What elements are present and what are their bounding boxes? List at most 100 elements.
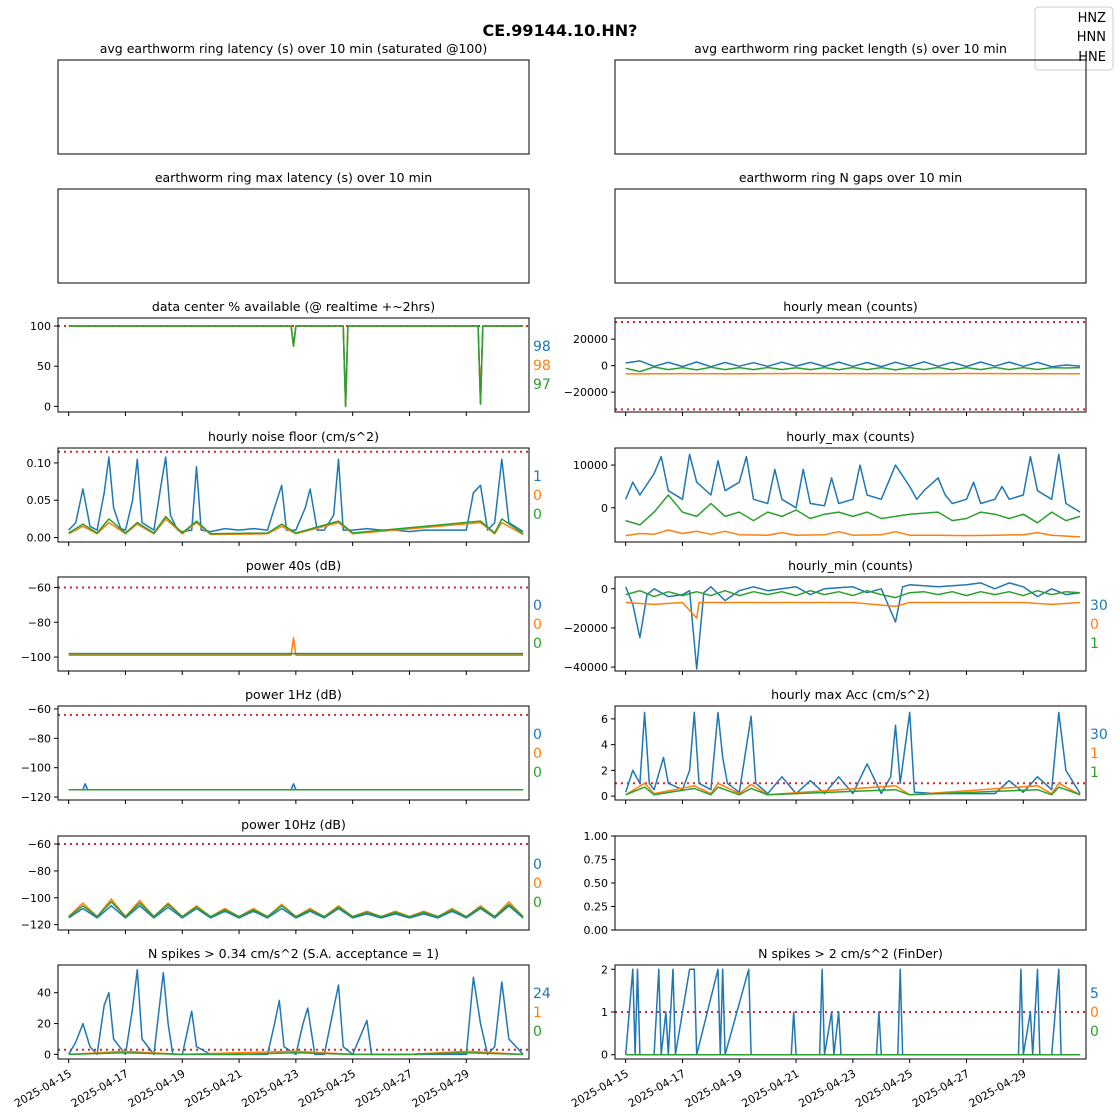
side-value-hnn: 0	[533, 488, 542, 504]
panel-p9: power 40s (dB) −100 −80 −60 0 0 0	[21, 558, 542, 675]
series-line-hne	[625, 366, 1081, 373]
series-line-hnz	[625, 360, 1081, 368]
panel-p6: hourly mean (counts) −20000 0 20000	[564, 299, 1087, 416]
series-line-hnn	[68, 637, 524, 657]
plot-frame	[614, 835, 1087, 931]
y-tick-label: −60	[28, 838, 51, 851]
series-line-hne	[625, 589, 1081, 599]
side-value-hne: 0	[533, 507, 542, 523]
legend-entry-hne: HNE	[1078, 50, 1106, 65]
plot-frame	[57, 188, 530, 284]
y-tick-label: −120	[21, 791, 51, 804]
y-tick-label: −60	[28, 581, 51, 594]
series-line-hne	[68, 325, 524, 408]
y-tick-label: 0	[44, 1048, 51, 1061]
side-value-hne: 97	[533, 377, 551, 393]
panel-p13: power 10Hz (dB) −120 −100 −80 −60 0 0 0	[21, 817, 542, 934]
panel-p4: earthworm ring N gaps over 10 min	[614, 170, 1087, 284]
y-tick-label: 0.75	[584, 854, 609, 867]
series-line-hnn	[68, 518, 524, 536]
plot-frame	[57, 964, 530, 1060]
plot-frame	[57, 317, 530, 413]
x-tick-label: 2025-04-23	[239, 1067, 301, 1110]
series-line-hne	[625, 494, 1081, 526]
series-line-hnn	[625, 529, 1081, 538]
legend-entry-hnn: HNN	[1077, 30, 1106, 45]
plot-frame	[614, 964, 1087, 1060]
y-tick-label: 0	[601, 790, 608, 803]
side-value-hne: 0	[1090, 1024, 1099, 1040]
panel-p2: avg earthworm ring packet length (s) ove…	[614, 41, 1087, 155]
panel-title: avg earthworm ring packet length (s) ove…	[694, 41, 1007, 56]
panel-title: hourly noise floor (cm/s^2)	[208, 429, 379, 444]
y-tick-label: −40000	[564, 661, 608, 674]
side-value-hnz: 1	[533, 469, 542, 485]
y-tick-label: 0	[601, 1049, 608, 1062]
panel-title: data center % available (@ realtime +~2h…	[152, 299, 435, 314]
side-value-hnz: 0	[533, 727, 542, 743]
panel-title: hourly_min (counts)	[788, 558, 913, 573]
side-value-hne: 0	[533, 765, 542, 781]
panel-p5: data center % available (@ realtime +~2h…	[30, 299, 551, 416]
x-tick-label: 2025-04-27	[353, 1067, 415, 1110]
panel-title: power 10Hz (dB)	[241, 817, 346, 832]
panel-title: hourly mean (counts)	[783, 299, 917, 314]
series-line-hnn	[625, 601, 1081, 619]
x-tick-label: 2025-04-29	[967, 1067, 1029, 1110]
y-tick-label: 50	[37, 360, 51, 373]
panel-p10: hourly_min (counts) −40000 −20000 0 30 0 1	[564, 558, 1108, 675]
side-value-hnn: 0	[1090, 617, 1099, 633]
panel-title: hourly max Acc (cm/s^2)	[771, 687, 930, 702]
y-tick-label: 0.00	[27, 532, 52, 545]
x-tick-label: 2025-04-17	[69, 1067, 131, 1110]
side-value-hne: 0	[533, 895, 542, 911]
panel-title: earthworm ring N gaps over 10 min	[739, 170, 962, 185]
plot-frame	[614, 576, 1087, 672]
y-tick-label: −80	[28, 616, 51, 629]
series-line-hne	[625, 786, 1081, 796]
y-tick-label: −20000	[564, 386, 608, 399]
y-tick-label: 0.00	[584, 924, 609, 937]
plot-frame	[614, 317, 1087, 413]
y-tick-label: 1.00	[584, 830, 609, 843]
series-line-hnz	[624, 711, 1081, 795]
y-tick-label: 40	[37, 987, 51, 1000]
plot-frame	[614, 59, 1087, 155]
panel-title: earthworm ring max latency (s) over 10 m…	[155, 170, 432, 185]
side-value-hne: 0	[533, 636, 542, 652]
y-tick-label: 10000	[573, 459, 608, 472]
panel-p3: earthworm ring max latency (s) over 10 m…	[57, 170, 530, 284]
series-line-hnz	[68, 968, 524, 1056]
y-tick-label: 0	[601, 583, 608, 596]
x-tick-label: 2025-04-27	[910, 1067, 972, 1110]
series-line-hnn	[68, 1050, 524, 1056]
side-value-hne: 1	[1090, 636, 1099, 652]
x-tick-label: 2025-04-23	[796, 1067, 858, 1110]
plot-frame	[57, 576, 530, 672]
y-tick-label: −100	[21, 892, 51, 905]
y-tick-label: 0.25	[584, 901, 609, 914]
series-line-hnz	[625, 582, 1081, 670]
y-tick-label: −80	[28, 865, 51, 878]
panel-p7: hourly noise floor (cm/s^2) 0.00 0.05 0.10 1…	[27, 429, 542, 546]
side-value-hnz: 0	[533, 598, 542, 614]
x-tick-label: 2025-04-19	[683, 1067, 745, 1110]
side-value-hnz: 30	[1090, 598, 1108, 614]
y-tick-label: 0	[601, 502, 608, 515]
series-line-hnz	[68, 905, 524, 919]
y-tick-label: 20	[37, 1018, 51, 1031]
y-tick-label: −100	[21, 762, 51, 775]
series-line-hne	[68, 901, 524, 918]
y-tick-label: 2	[601, 963, 608, 976]
panel-p1: avg earthworm ring latency (s) over 10 m…	[57, 41, 530, 155]
panel-p12: hourly max Acc (cm/s^2) 0 2 4 6 30 1 1	[601, 687, 1108, 804]
figure-title: CE.99144.10.HN?	[483, 21, 638, 40]
y-tick-label: 20000	[573, 333, 608, 346]
series-line-hnz	[68, 325, 524, 408]
side-value-hnz: 0	[533, 857, 542, 873]
legend-box	[1034, 6, 1114, 71]
panel-p16: N spikes > 2 cm/s^2 (FinDer) 0 1 2 2025-04-1…	[569, 946, 1099, 1110]
y-tick-label: 2	[601, 764, 608, 777]
side-value-hne: 0	[533, 1024, 542, 1040]
